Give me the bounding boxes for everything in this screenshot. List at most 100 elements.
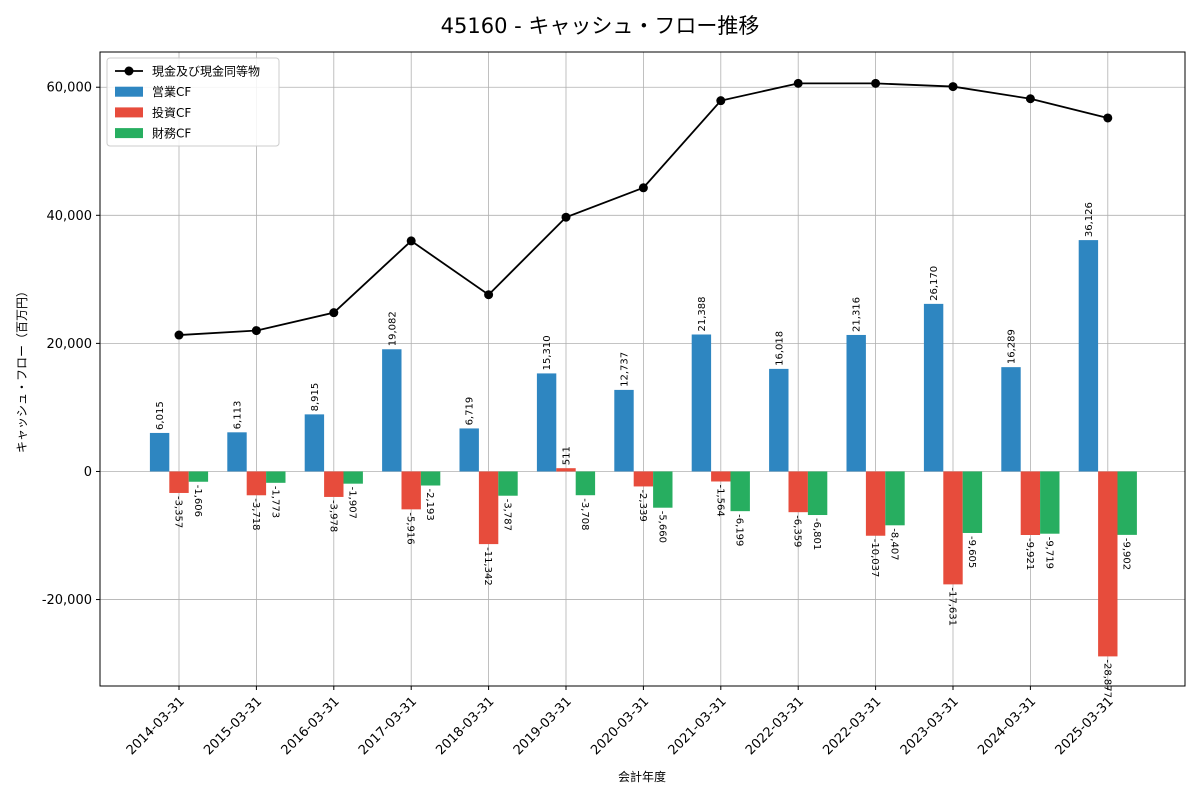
y-tick-label: 60,000 xyxy=(47,81,93,96)
bar-営業CF-2020-03-31 xyxy=(614,389,634,472)
bar-投資CF-2024-03-31 xyxy=(1020,471,1041,535)
bar-営業CF-2023-03-31 xyxy=(923,303,944,472)
bar-data-label: 12,737 xyxy=(620,352,631,387)
bar-data-label: -2,339 xyxy=(637,489,648,521)
bar-財務CF-2017-03-31 xyxy=(420,471,441,486)
bar-投資CF-2014-03-31 xyxy=(169,471,189,493)
bar-財務CF-2015-03-31 xyxy=(266,471,286,483)
bar-営業CF-2018-03-31 xyxy=(459,428,479,472)
bar-data-label: -3,357 xyxy=(173,496,184,528)
bar-data-label: -6,199 xyxy=(734,514,745,546)
cash-equivalents-point-2018-03-31 xyxy=(484,290,494,300)
cash-equivalents-point-2023-03-31 xyxy=(948,82,958,92)
bar-data-label: -9,605 xyxy=(966,536,977,568)
bar-data-label: -9,902 xyxy=(1121,538,1132,570)
bar-投資CF-2023-03-31 xyxy=(943,471,963,585)
legend-label: 現金及び現金同等物 xyxy=(152,64,260,79)
bar-財務CF-2024-03-31 xyxy=(1040,471,1060,534)
bar-財務CF-2018-03-31 xyxy=(498,471,518,496)
bar-data-label: 511 xyxy=(562,446,573,465)
y-tick-label: 40,000 xyxy=(47,209,93,224)
bar-data-label: -10,037 xyxy=(869,539,880,578)
bar-営業CF-2022-03-31 xyxy=(846,334,866,472)
bar-財務CF-2019-03-31 xyxy=(575,471,596,496)
bar-data-label: 36,126 xyxy=(1084,202,1095,237)
bar-営業CF-2015-03-31 xyxy=(227,432,247,472)
bar-data-label: 16,018 xyxy=(774,331,785,366)
bar-data-label: 26,170 xyxy=(929,266,940,301)
cash-equivalents-point-2022-03-31 xyxy=(793,78,803,88)
bar-財務CF-2021-03-31 xyxy=(730,471,750,512)
bar-data-label: -1,907 xyxy=(347,487,358,519)
bar-data-label: -2,193 xyxy=(424,489,435,521)
bar-data-label: -5,660 xyxy=(656,511,667,543)
bar-投資CF-2018-03-31 xyxy=(478,471,499,545)
bar-営業CF-2019-03-31 xyxy=(536,373,557,472)
bar-営業CF-2022-03-31 xyxy=(769,368,789,472)
bar-data-label: 6,113 xyxy=(233,401,244,430)
plot-frame xyxy=(99,51,1186,687)
legend-color-swatch xyxy=(115,86,143,97)
bar-data-label: -3,787 xyxy=(502,499,513,531)
y-tick-label: 0 xyxy=(84,465,92,480)
line-layer xyxy=(174,78,1113,340)
bar-data-label: -6,801 xyxy=(811,518,822,550)
bar-営業CF-2025-03-31 xyxy=(1078,240,1099,472)
bar-data-label: 6,719 xyxy=(465,397,476,426)
cash-equivalents-point-2025-03-31 xyxy=(1103,113,1113,123)
y-tick-label: 20,000 xyxy=(47,337,93,352)
bar-data-label: -3,718 xyxy=(250,498,261,530)
bar-data-label: -28,877 xyxy=(1101,659,1112,698)
bar-data-label: 21,388 xyxy=(697,296,708,331)
cash-equivalents-point-2022-03-31 xyxy=(871,78,881,88)
bar-data-label: -1,773 xyxy=(269,486,280,518)
bar-data-label: 21,316 xyxy=(852,297,863,332)
bar-labels-layer: 6,015 6,113 8,915 19,082 6,719 15,310 12,737 21… xyxy=(155,202,1132,698)
cash-equivalents-point-2016-03-31 xyxy=(329,308,339,318)
bar-財務CF-2014-03-31 xyxy=(188,471,209,482)
bar-投資CF-2022-03-31 xyxy=(865,471,886,536)
legend-label: 投資CF xyxy=(152,105,191,120)
bar-data-label: 15,310 xyxy=(542,335,553,370)
bar-data-label: 16,289 xyxy=(1007,329,1018,364)
bar-data-label: -1,606 xyxy=(192,485,203,517)
cash-equivalents-point-2014-03-31 xyxy=(174,330,184,340)
y-axis-label: キャッシュ・フロー（百万円） xyxy=(15,285,29,453)
bar-data-label: -6,359 xyxy=(792,515,803,547)
legend-marker-swatch xyxy=(124,66,134,76)
cash-equivalents-point-2021-03-31 xyxy=(716,96,726,106)
bar-投資CF-2022-03-31 xyxy=(788,471,808,513)
bar-営業CF-2014-03-31 xyxy=(149,432,170,472)
bar-財務CF-2022-03-31 xyxy=(807,471,828,516)
legend-color-swatch xyxy=(115,128,143,139)
bar-投資CF-2020-03-31 xyxy=(633,471,654,487)
bar-投資CF-2021-03-31 xyxy=(711,471,731,482)
bar-data-label: -3,708 xyxy=(579,498,590,530)
bar-data-label: -1,564 xyxy=(714,484,725,516)
chart-title: 45160 - キャッシュ・フロー推移 xyxy=(441,14,760,38)
bar-投資CF-2025-03-31 xyxy=(1098,471,1118,657)
cash-equivalents-point-2017-03-31 xyxy=(406,236,416,246)
bar-data-label: 8,915 xyxy=(310,383,321,412)
legend-box xyxy=(106,57,280,147)
x-axis-label: 会計年度 xyxy=(618,769,666,784)
bar-営業CF-2021-03-31 xyxy=(691,334,712,472)
bar-財務CF-2022-03-31 xyxy=(885,471,905,526)
cash-equivalents-point-2020-03-31 xyxy=(638,183,648,193)
bar-営業CF-2016-03-31 xyxy=(304,414,325,472)
bars-layer xyxy=(149,240,1137,657)
bar-投資CF-2017-03-31 xyxy=(401,471,421,510)
cash-equivalents-point-2024-03-31 xyxy=(1025,94,1035,104)
bar-投資CF-2016-03-31 xyxy=(324,471,344,497)
bar-営業CF-2024-03-31 xyxy=(1001,367,1021,472)
cash-equivalents-point-2015-03-31 xyxy=(251,326,261,336)
bar-data-label: -17,631 xyxy=(947,587,958,626)
cash-equivalents-point-2019-03-31 xyxy=(561,212,571,222)
bar-財務CF-2016-03-31 xyxy=(343,471,363,484)
bar-data-label: 6,015 xyxy=(155,401,166,430)
legend-label: 営業CF xyxy=(152,85,191,99)
bar-財務CF-2025-03-31 xyxy=(1117,471,1137,535)
